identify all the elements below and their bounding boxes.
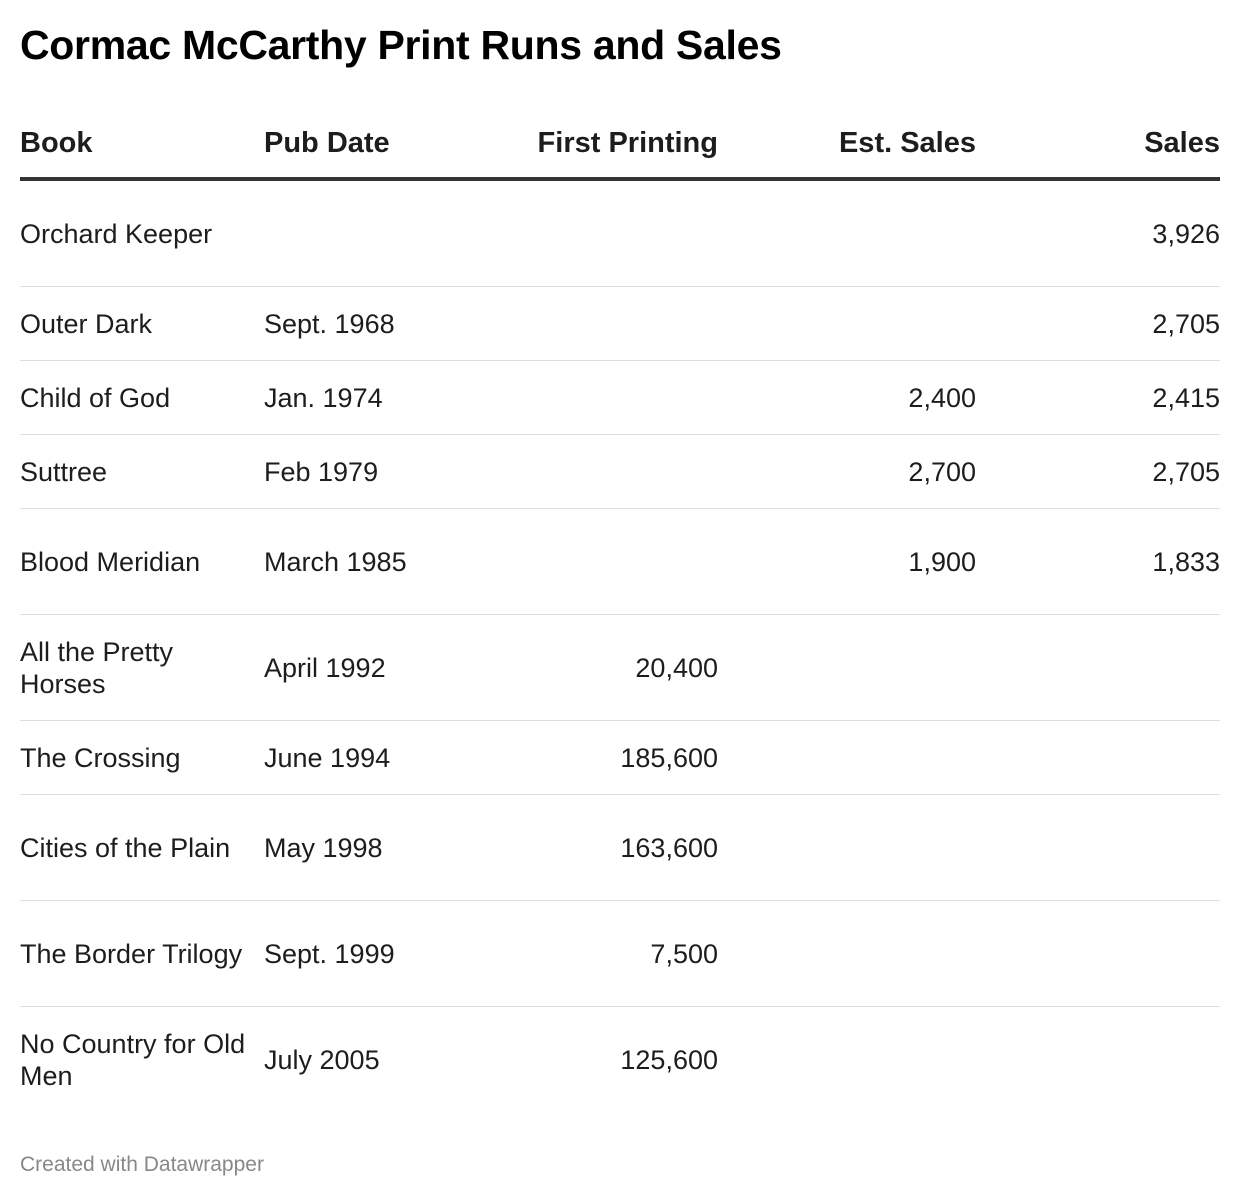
- cell-first-printing: 163,600: [478, 794, 718, 901]
- cell-book: All the Pretty Horses: [20, 614, 264, 721]
- cell-sales: 2,415: [976, 360, 1220, 435]
- cell-est-sales: 1,900: [718, 508, 976, 615]
- cell-est-sales: [718, 614, 976, 721]
- cell-pub-date: June 1994: [264, 720, 478, 795]
- cell-first-printing: 125,600: [620, 1044, 718, 1075]
- cell-sales: 2,705: [976, 434, 1220, 509]
- table-row: The Border Trilogy Sept. 1999 7,500: [20, 900, 1220, 1007]
- cell-book: Cities of the Plain: [20, 794, 264, 901]
- column-header-est-sales[interactable]: Est. Sales: [718, 110, 976, 181]
- cell-sales: 3,926: [976, 179, 1220, 287]
- cell-est-sales: 2,700: [718, 434, 976, 509]
- table-row: Orchard Keeper 3,926: [20, 179, 1220, 287]
- cell-est-sales: [718, 179, 976, 287]
- chart-title: Cormac McCarthy Print Runs and Sales: [20, 22, 782, 68]
- cell-est-sales: [718, 1007, 976, 1113]
- cell-first-printing: [478, 360, 718, 435]
- table-row: No Country for Old Men July 2005 125,600: [20, 1007, 1220, 1113]
- cell-first-printing: [478, 434, 718, 509]
- cell-first-printing: [478, 508, 718, 615]
- table-row: Child of God Jan. 1974 2,400 2,415: [20, 360, 1220, 435]
- cell-first-printing: [478, 286, 718, 361]
- cell-pub-date: Jan. 1974: [264, 360, 478, 435]
- data-table: Book Pub Date First Printing Est. Sales …: [20, 110, 1220, 1112]
- cell-sales: 2,705: [976, 286, 1220, 361]
- column-header-pub-date[interactable]: Pub Date: [264, 110, 478, 181]
- cell-est-sales: [718, 900, 976, 1007]
- cell-book: Orchard Keeper: [20, 179, 264, 287]
- table-row: The Crossing June 1994 185,600: [20, 720, 1220, 795]
- table-row: Blood Meridian March 1985 1,900 1,833: [20, 508, 1220, 615]
- cell-book: Suttree: [20, 434, 264, 509]
- cell-pub-date: Sept. 1999: [264, 900, 478, 1007]
- cell-pub-date: April 1992: [264, 614, 478, 721]
- table-header-row: Book Pub Date First Printing Est. Sales …: [20, 110, 1220, 181]
- cell-first-printing: [478, 179, 718, 287]
- cell-first-printing: 185,600: [478, 720, 718, 795]
- cell-sales: [976, 1007, 1220, 1113]
- cell-pub-date: July 2005: [264, 1044, 380, 1075]
- cell-pub-date: Sept. 1968: [264, 286, 478, 361]
- cell-first-printing: 7,500: [478, 900, 718, 1007]
- cell-pub-date: [264, 179, 478, 287]
- cell-est-sales: [718, 794, 976, 901]
- cell-book: No Country for Old Men: [20, 1028, 246, 1091]
- cell-book: Outer Dark: [20, 286, 264, 361]
- cell-pub-date: May 1998: [264, 794, 478, 901]
- cell-book: The Crossing: [20, 720, 264, 795]
- cell-book: Blood Meridian: [20, 508, 264, 615]
- table-row: All the Pretty Horses April 1992 20,400: [20, 614, 1220, 721]
- table-row: Suttree Feb 1979 2,700 2,705: [20, 434, 1220, 509]
- table-row: Cities of the Plain May 1998 163,600: [20, 794, 1220, 901]
- column-header-book[interactable]: Book: [20, 110, 264, 181]
- cell-book: Child of God: [20, 360, 264, 435]
- cell-sales: [976, 614, 1220, 721]
- cell-est-sales: [718, 286, 976, 361]
- cell-est-sales: 2,400: [718, 360, 976, 435]
- cell-sales: [976, 900, 1220, 1007]
- column-header-sales[interactable]: Sales: [976, 110, 1220, 181]
- cell-est-sales: [718, 720, 976, 795]
- cell-sales: [976, 794, 1220, 901]
- cell-pub-date: March 1985: [264, 508, 478, 615]
- attribution-footer[interactable]: Created with Datawrapper: [20, 1153, 264, 1176]
- column-header-first-printing[interactable]: First Printing: [478, 110, 718, 181]
- cell-sales: [976, 720, 1220, 795]
- cell-sales: 1,833: [976, 508, 1220, 615]
- cell-first-printing: 20,400: [478, 614, 718, 721]
- cell-pub-date: Feb 1979: [264, 434, 478, 509]
- cell-book: The Border Trilogy: [20, 900, 264, 1007]
- table-row: Outer Dark Sept. 1968 2,705: [20, 286, 1220, 361]
